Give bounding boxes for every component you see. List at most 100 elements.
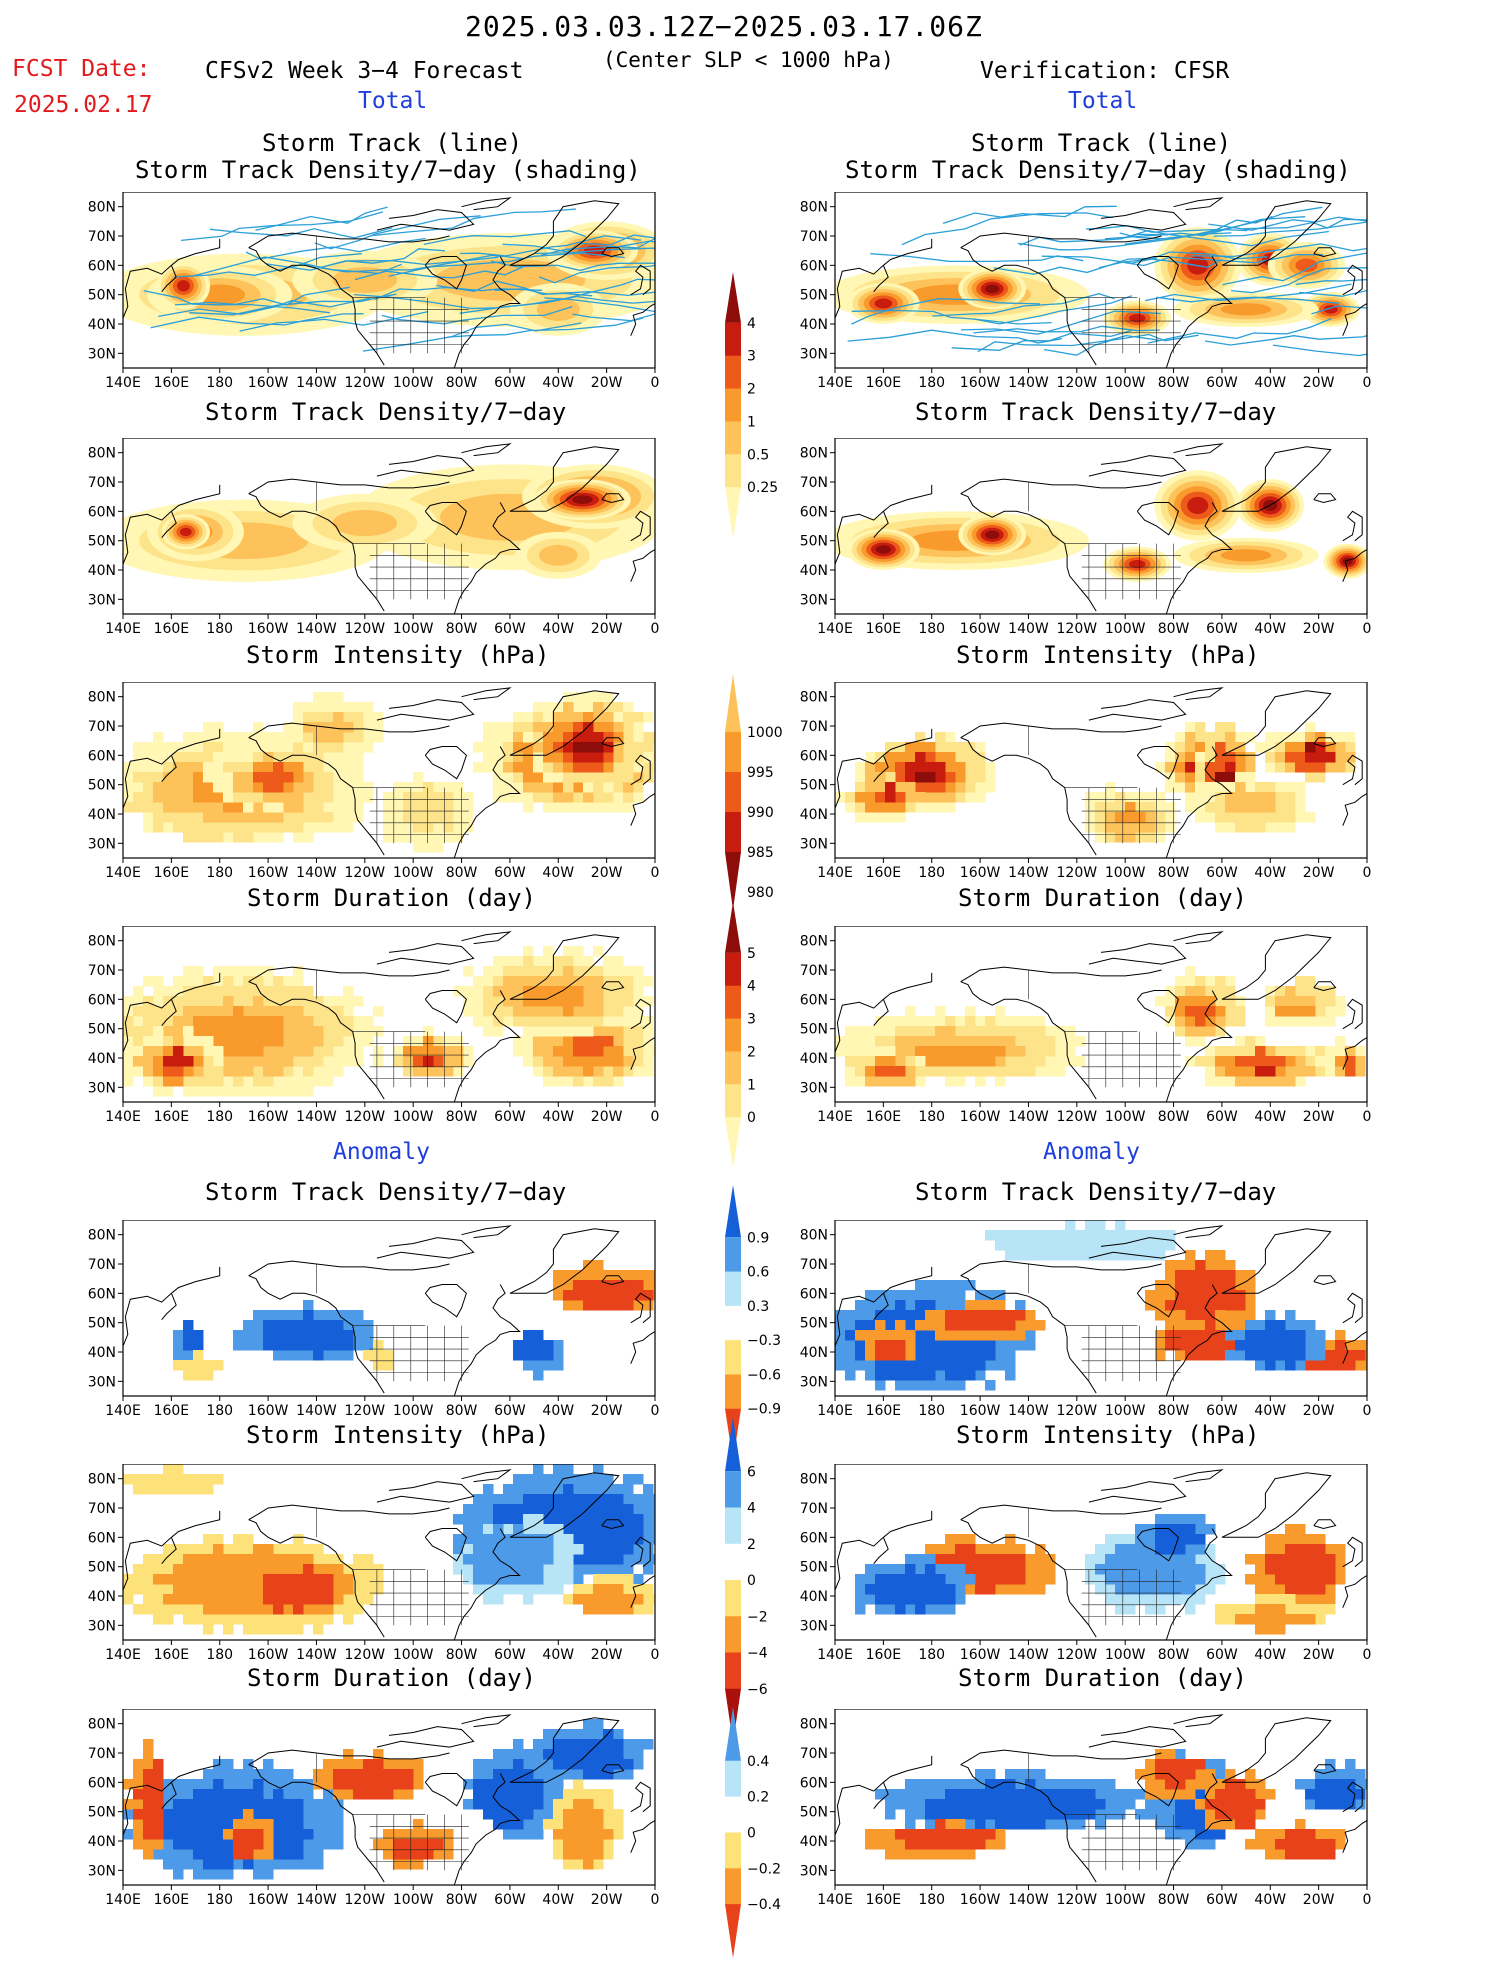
lat-tick-label: 70N <box>800 963 828 979</box>
lon-tick-label: 20W <box>1303 1109 1335 1125</box>
lon-tick-label: 80W <box>446 865 478 881</box>
lon-tick-label: 60W <box>494 1403 526 1419</box>
lon-tick-label: 160E <box>866 865 902 881</box>
title-r5: Storm Track Density/7−day <box>915 1179 1276 1206</box>
lon-tick-label: 40W <box>1254 375 1286 391</box>
lat-tick-label: 50N <box>800 1805 828 1821</box>
lat-tick-label: 80N <box>88 1717 116 1733</box>
lon-tick-label: 120W <box>345 1892 386 1908</box>
colorbar-label: 0.3 <box>747 1299 769 1315</box>
lat-tick-label: 80N <box>800 446 828 462</box>
lat-tick-label: 30N <box>800 1618 828 1634</box>
title-r3: Storm Intensity (hPa) <box>956 642 1259 669</box>
lat-tick-label: 80N <box>800 1228 828 1244</box>
lat-tick-label: 30N <box>800 346 828 362</box>
lat-tick-label: 40N <box>88 1589 116 1605</box>
colorbar-label: 995 <box>747 765 774 781</box>
lon-tick-label: 160E <box>154 1403 190 1419</box>
lon-tick-label: 140E <box>105 621 141 637</box>
lon-tick-label: 160E <box>154 375 190 391</box>
lon-tick-label: 140W <box>296 1109 337 1125</box>
colorbar-label: 0.25 <box>747 480 778 496</box>
lon-tick-label: 20W <box>591 1403 623 1419</box>
lon-tick-label: 180 <box>206 1109 233 1125</box>
colorbar-label: 985 <box>747 845 774 861</box>
lat-tick-label: 30N <box>88 1080 116 1096</box>
lon-tick-label: 60W <box>494 1109 526 1125</box>
lat-tick-label: 80N <box>800 1717 828 1733</box>
lon-tick-label: 120W <box>1057 621 1098 637</box>
lat-tick-label: 50N <box>88 778 116 794</box>
lon-tick-label: 180 <box>206 1403 233 1419</box>
lat-tick-label: 50N <box>88 1805 116 1821</box>
lat-tick-label: 30N <box>800 836 828 852</box>
lon-tick-label: 20W <box>591 621 623 637</box>
lon-tick-label: 120W <box>1057 1647 1098 1663</box>
lon-tick-label: 100W <box>393 865 434 881</box>
colorbar-label: 2 <box>747 1537 756 1553</box>
lat-tick-label: 30N <box>88 1374 116 1390</box>
lat-tick-label: 60N <box>800 504 828 520</box>
lon-tick-label: 160E <box>154 621 190 637</box>
colorbar-label: −0.2 <box>747 1861 781 1877</box>
lon-tick-label: 0 <box>1363 1647 1372 1663</box>
lat-tick-label: 80N <box>88 1228 116 1244</box>
fcst-label: FCST Date: <box>12 56 150 82</box>
lon-tick-label: 40W <box>542 1647 574 1663</box>
lat-tick-label: 60N <box>88 1530 116 1546</box>
colorbar-label: −0.3 <box>747 1333 781 1349</box>
colorbar-label: 0.2 <box>747 1790 769 1806</box>
lon-tick-label: 180 <box>206 865 233 881</box>
lon-tick-label: 160E <box>154 1892 190 1908</box>
lon-tick-label: 140W <box>296 1647 337 1663</box>
lon-tick-label: 40W <box>1254 1647 1286 1663</box>
title-l1b: Storm Track Density/7−day (shading) <box>135 157 641 184</box>
lat-tick-label: 50N <box>88 1316 116 1332</box>
lon-tick-label: 60W <box>1206 865 1238 881</box>
lon-tick-label: 120W <box>1057 1403 1098 1419</box>
lon-tick-label: 80W <box>446 375 478 391</box>
lon-tick-label: 60W <box>1206 1109 1238 1125</box>
lat-tick-label: 40N <box>800 563 828 579</box>
lon-tick-label: 160W <box>248 1403 289 1419</box>
lon-tick-label: 140E <box>817 1403 853 1419</box>
lon-tick-label: 140E <box>817 621 853 637</box>
lon-tick-label: 180 <box>918 375 945 391</box>
lon-tick-label: 120W <box>345 1647 386 1663</box>
lat-tick-label: 30N <box>88 836 116 852</box>
lon-tick-label: 100W <box>1105 1109 1146 1125</box>
lon-tick-label: 40W <box>1254 865 1286 881</box>
lon-tick-label: 100W <box>393 621 434 637</box>
lon-tick-label: 80W <box>446 1647 478 1663</box>
lat-tick-label: 40N <box>800 1051 828 1067</box>
lon-tick-label: 160E <box>154 1647 190 1663</box>
lat-tick-label: 70N <box>88 1257 116 1273</box>
lat-tick-label: 50N <box>800 534 828 550</box>
lat-tick-label: 70N <box>800 1501 828 1517</box>
lat-tick-label: 50N <box>88 534 116 550</box>
lat-tick-label: 40N <box>88 317 116 333</box>
lat-tick-label: 80N <box>800 690 828 706</box>
lon-tick-label: 20W <box>1303 1403 1335 1419</box>
colorbar-label: 4 <box>747 1501 756 1517</box>
lon-tick-label: 40W <box>542 1403 574 1419</box>
lon-tick-label: 140W <box>1008 1892 1049 1908</box>
lat-tick-label: 40N <box>800 1834 828 1850</box>
lon-tick-label: 160W <box>248 621 289 637</box>
lon-tick-label: 160E <box>866 1109 902 1125</box>
lon-tick-label: 80W <box>1158 621 1190 637</box>
lon-tick-label: 60W <box>1206 375 1238 391</box>
lat-tick-label: 60N <box>88 504 116 520</box>
lon-tick-label: 140E <box>817 375 853 391</box>
lon-tick-label: 0 <box>1363 1403 1372 1419</box>
lat-tick-label: 60N <box>800 992 828 1008</box>
colorbar-label: 0.6 <box>747 1265 769 1281</box>
